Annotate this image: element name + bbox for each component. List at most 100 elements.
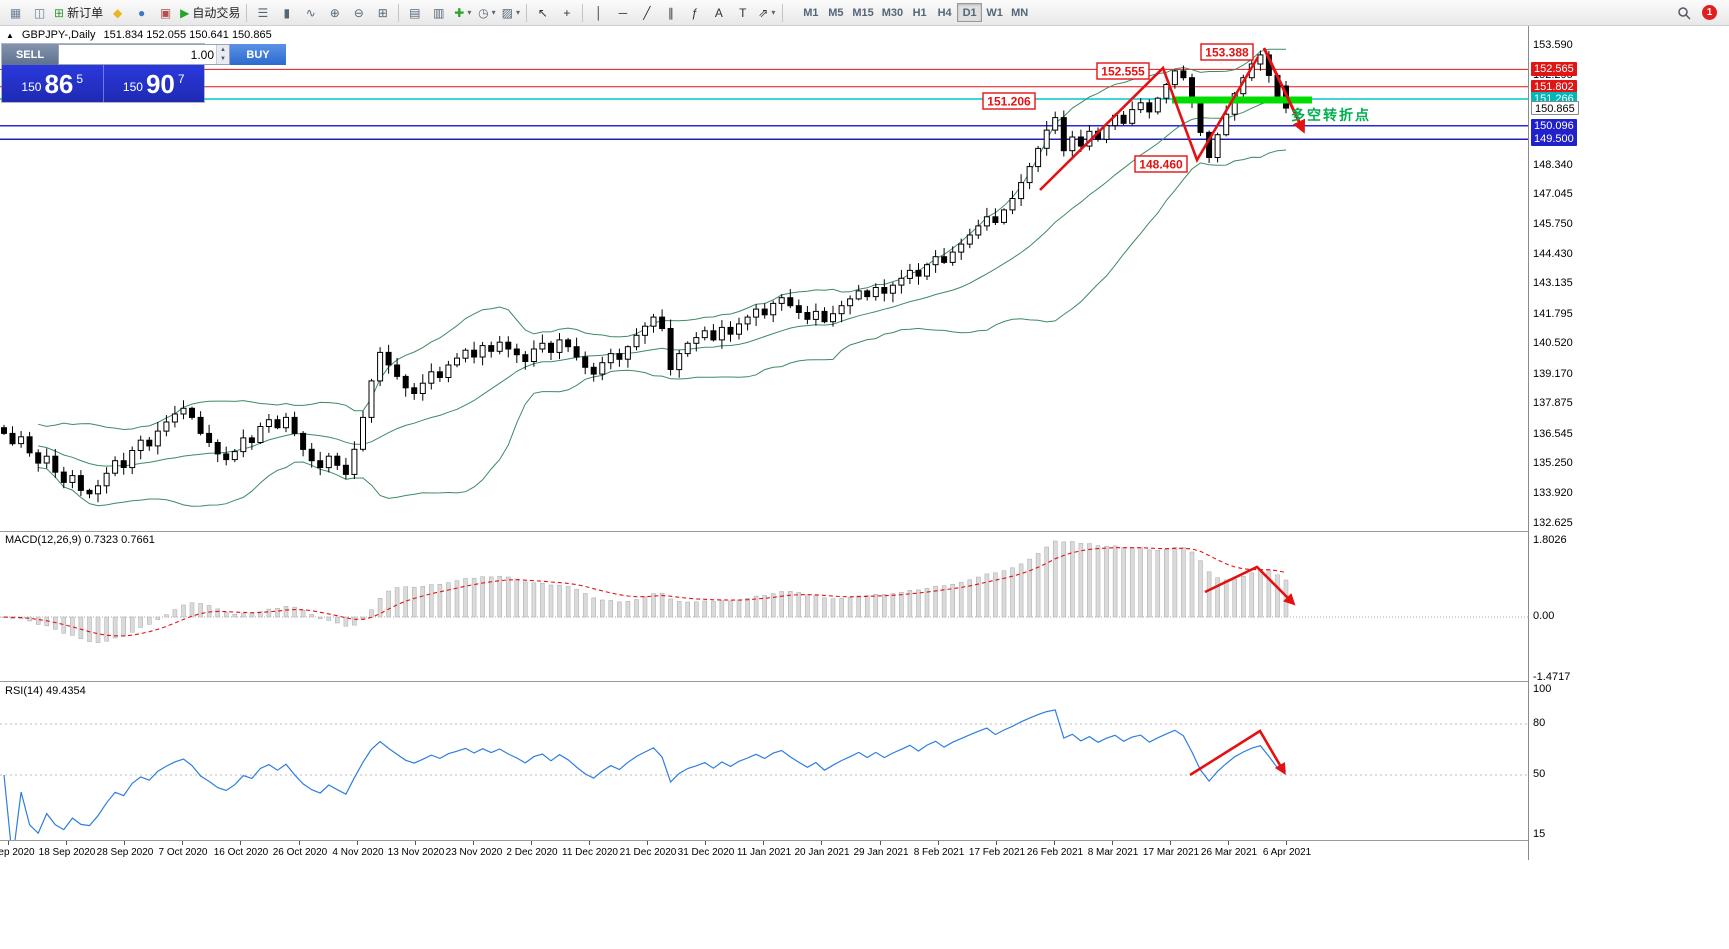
price-chart-canvas[interactable]: 151.206 152.555 153.388 148.460 多空转折点 — [0, 26, 1528, 531]
time-axis-label: 8 Feb 2021 — [913, 847, 965, 858]
macd-arrow-annotation[interactable] — [1204, 565, 1296, 606]
volume-decrease-button[interactable]: ▼ — [217, 54, 229, 64]
macd-panel-canvas[interactable] — [0, 532, 1528, 681]
text-button[interactable]: A — [707, 3, 730, 23]
panel-separator[interactable] — [0, 840, 1602, 841]
time-tick — [182, 841, 183, 845]
macd-indicator-label: MACD(12,26,9) 0.7323 0.7661 — [5, 534, 155, 546]
buy-price-small: 150 — [122, 80, 143, 94]
price-axis[interactable]: 153.590152.295148.340147.045145.750144.4… — [1528, 26, 1602, 860]
new-chart-button[interactable]: ▦ — [4, 3, 27, 23]
zoom-in-button[interactable]: ⊕ — [323, 3, 346, 23]
buy-price[interactable]: 150 90 7 — [104, 65, 205, 102]
timeframe-w1-button[interactable]: W1 — [986, 6, 1003, 19]
time-tick — [705, 841, 706, 845]
volume-increase-button[interactable]: ▲ — [217, 45, 229, 55]
crosshair-icon: + — [563, 5, 571, 20]
timeframe-m1-button[interactable]: M1 — [803, 6, 819, 19]
time-tick — [647, 841, 648, 845]
line-chart-button[interactable]: ∿ — [299, 3, 322, 23]
down-arrow-annotation[interactable] — [1262, 47, 1306, 134]
timeframe-m5-button[interactable]: M5 — [828, 6, 844, 19]
search-button[interactable] — [1672, 3, 1695, 23]
candlestick-chart-button[interactable]: ▮ — [275, 3, 298, 23]
time-tick — [589, 841, 590, 845]
trendline-button[interactable]: ╱ — [635, 3, 658, 23]
time-axis-label: 26 Feb 2021 — [1026, 847, 1084, 858]
sell-price[interactable]: 150 86 5 — [2, 65, 103, 102]
zoom-out-button[interactable]: ⊖ — [347, 3, 370, 23]
bar-chart-button[interactable]: ☰ — [251, 3, 274, 23]
chart-ohlc-values: 151.834 152.055 150.641 150.865 — [103, 29, 272, 41]
periods-button[interactable]: ◷ ▾ — [475, 3, 498, 23]
time-axis-label: 16 Oct 2020 — [213, 847, 269, 858]
panel-separator[interactable] — [0, 531, 1602, 532]
buy-button[interactable]: BUY — [230, 44, 286, 65]
strategy-tester-button[interactable]: ▥ — [427, 3, 450, 23]
rsi-arrow-annotation[interactable] — [1189, 729, 1286, 777]
timeframe-m15-button[interactable]: M15 — [852, 6, 874, 19]
panel-separator[interactable] — [0, 681, 1602, 682]
sell-button[interactable]: SELL — [2, 44, 58, 65]
time-tick — [1228, 841, 1229, 845]
sell-price-small: 150 — [21, 80, 42, 94]
price-badge: 151.802 — [1531, 80, 1577, 94]
price-label-annotation[interactable]: 152.555 — [1096, 62, 1150, 80]
volume-input[interactable] — [59, 45, 216, 64]
turning-point-label[interactable]: 多空转折点 — [1291, 107, 1371, 123]
price-axis-label: 139.170 — [1533, 368, 1573, 380]
horizontal-line-button[interactable]: ─ — [611, 3, 634, 23]
autotrade-button[interactable]: ▶ 自动交易 — [178, 3, 242, 23]
timeframe-h4-button[interactable]: H4 — [937, 6, 952, 19]
notification-badge[interactable]: 1 — [1702, 5, 1717, 20]
new-chart-icon: ▦ — [9, 5, 22, 20]
time-axis-label: 18 Sep 2020 — [38, 847, 96, 858]
terminal-button[interactable]: ▣ — [154, 3, 177, 23]
crosshair-button[interactable]: + — [555, 3, 578, 23]
svg-text:148.460: 148.460 — [1139, 158, 1183, 172]
price-label-annotation[interactable]: 151.206 — [982, 92, 1036, 110]
price-axis-label: 132.625 — [1533, 517, 1573, 529]
fibonacci-icon: ƒ — [691, 5, 699, 20]
cursor-button[interactable]: ↖ — [531, 3, 554, 23]
time-tick — [1286, 841, 1287, 845]
timeframe-m30-button[interactable]: M30 — [881, 6, 904, 19]
rsi-panel-canvas[interactable] — [0, 682, 1528, 840]
trend-zigzag-annotation[interactable] — [1039, 56, 1260, 191]
metaeditor-button[interactable]: ◆ — [106, 3, 129, 23]
data-window-button[interactable]: ▤ — [403, 3, 426, 23]
new-order-button[interactable]: ⊞ 新订单 — [52, 3, 105, 23]
arrows-button[interactable]: ⇗ ▾ — [755, 3, 778, 23]
chart-profiles-button[interactable]: ◫ — [28, 3, 51, 23]
timeframe-d1-button[interactable]: D1 — [957, 3, 983, 22]
line-chart-icon: ∿ — [305, 5, 316, 20]
text-label-button[interactable]: T — [731, 3, 754, 23]
chart-collapse-icon[interactable]: ▲ — [6, 30, 14, 40]
price-label-annotation[interactable]: 148.460 — [1134, 155, 1188, 173]
timeframe-mn-button[interactable]: MN — [1011, 6, 1029, 19]
indicators-button[interactable]: ✚ ▾ — [451, 3, 474, 23]
time-axis-label: 8 Sep 2020 — [0, 847, 35, 858]
vertical-line-button[interactable]: │ — [587, 3, 610, 23]
price-badge: 150.865 — [1531, 101, 1579, 115]
toolbar-separator — [398, 3, 400, 22]
autotrade-icon: ▶ — [180, 5, 190, 20]
bollinger-upper-band — [38, 48, 1286, 431]
channel-button[interactable]: ∥ — [659, 3, 682, 23]
market-watch-button[interactable]: ● — [130, 3, 153, 23]
price-divider — [102, 65, 104, 102]
time-axis-label: 20 Jan 2021 — [794, 847, 850, 858]
time-axis-label: 23 Nov 2020 — [445, 847, 503, 858]
time-tick — [415, 841, 416, 845]
timeframe-h1-button[interactable]: H1 — [912, 6, 927, 19]
indicators-icon: ✚ — [454, 5, 465, 20]
templates-button[interactable]: ▨ ▾ — [499, 3, 522, 23]
price-label-annotation[interactable]: 153.388 — [1200, 43, 1254, 61]
fibonacci-button[interactable]: ƒ — [683, 3, 706, 23]
one-click-trade-panel: SELL ▲ ▼ BUY 150 86 5 150 — [2, 44, 286, 102]
data-window-icon: ▤ — [409, 5, 421, 20]
time-tick — [938, 841, 939, 845]
tile-windows-button[interactable]: ⊞ — [371, 3, 394, 23]
toolbar-separator — [526, 3, 528, 22]
